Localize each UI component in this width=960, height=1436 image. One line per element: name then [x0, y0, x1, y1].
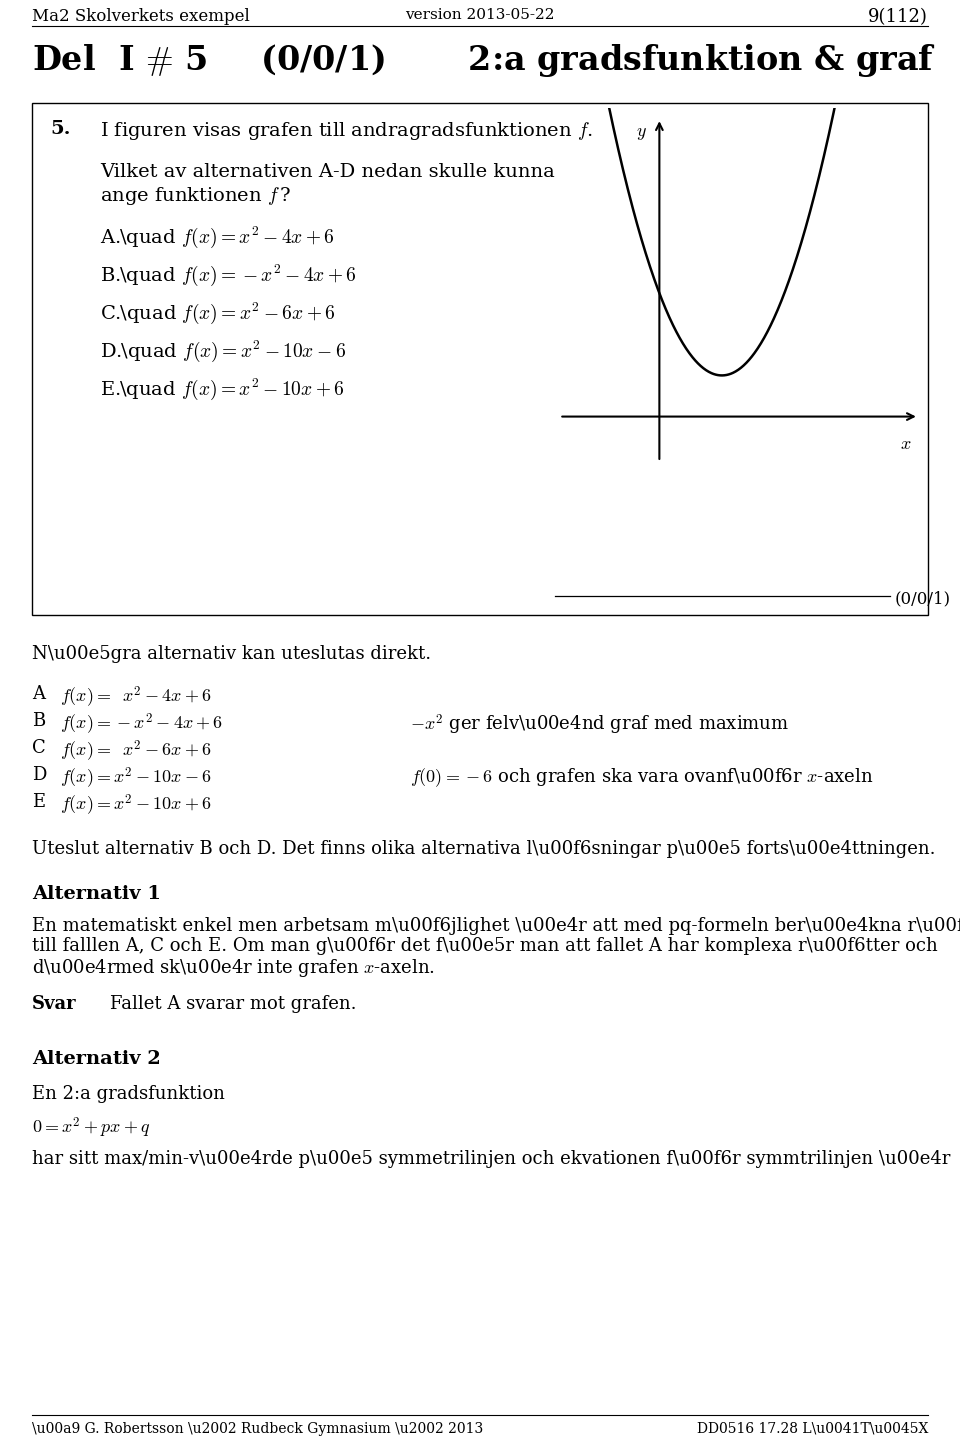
Text: B: B	[32, 712, 45, 729]
Text: (0/0/1): (0/0/1)	[895, 590, 951, 607]
Text: $f(x)=\;\; x^2 - 6x + 6$: $f(x)=\;\; x^2 - 6x + 6$	[60, 740, 211, 764]
Text: $f(0) = -6$ och grafen ska vara ovanf\u00f6r $x$-axeln: $f(0) = -6$ och grafen ska vara ovanf\u0…	[410, 765, 874, 788]
Text: C.\quad $f(x) = x^2 - 6x + 6$: C.\quad $f(x) = x^2 - 6x + 6$	[100, 302, 336, 326]
Text: version 2013-05-22: version 2013-05-22	[405, 9, 555, 22]
Text: $y$: $y$	[636, 125, 647, 142]
Text: till falllen A, C och E. Om man g\u00f6r det f\u00e5r man att fallet A har kompl: till falllen A, C och E. Om man g\u00f6r…	[32, 938, 938, 955]
Text: B.\quad $f(x) = -x^2 - 4x + 6$: B.\quad $f(x) = -x^2 - 4x + 6$	[100, 263, 357, 289]
Text: $f(x)=\;\; x^2 - 4x + 6$: $f(x)=\;\; x^2 - 4x + 6$	[60, 685, 211, 711]
Text: $f(x)=-x^2 - 4x + 6$: $f(x)=-x^2 - 4x + 6$	[60, 712, 223, 737]
Text: $x$: $x$	[900, 435, 912, 454]
Text: Del  I $\#$ 5 $\quad$ (0/0/1) $\qquad$ 2:a gradsfunktion & graf: Del I $\#$ 5 $\quad$ (0/0/1) $\qquad$ 2:…	[32, 42, 936, 79]
Text: C: C	[32, 740, 46, 757]
Text: En 2:a gradsfunktion: En 2:a gradsfunktion	[32, 1086, 225, 1103]
Text: A.\quad $f(x) = x^2 - 4x + 6$: A.\quad $f(x) = x^2 - 4x + 6$	[100, 225, 335, 250]
Bar	[32, 103, 928, 615]
Text: Alternativ 1: Alternativ 1	[32, 885, 161, 903]
Text: 9(112): 9(112)	[868, 9, 928, 26]
Text: Alternativ 2: Alternativ 2	[32, 1050, 160, 1068]
Text: ange funktionen $f\,$?: ange funktionen $f\,$?	[100, 185, 291, 207]
Text: 5.: 5.	[50, 121, 70, 138]
Text: E: E	[32, 793, 45, 811]
Text: Fallet A svarar mot grafen.: Fallet A svarar mot grafen.	[110, 995, 356, 1012]
Text: En matematiskt enkel men arbetsam m\u00f6jlighet \u00e4r att med pq-formeln ber\: En matematiskt enkel men arbetsam m\u00f…	[32, 918, 960, 935]
Text: E.\quad $f(x) = x^2 - 10x + 6$: E.\quad $f(x) = x^2 - 10x + 6$	[100, 378, 345, 402]
Text: Ma2 Skolverkets exempel: Ma2 Skolverkets exempel	[32, 9, 250, 24]
Text: $f(x)= x^2 - 10x - 6$: $f(x)= x^2 - 10x - 6$	[60, 765, 212, 791]
Text: Vilket av alternativen A-D nedan skulle kunna: Vilket av alternativen A-D nedan skulle …	[100, 164, 555, 181]
Text: DD0516 17.28 L\u0041T\u0045X: DD0516 17.28 L\u0041T\u0045X	[697, 1422, 928, 1436]
Text: har sitt max/min-v\u00e4rde p\u00e5 symmetrilinjen och ekvationen f\u00f6r symmt: har sitt max/min-v\u00e4rde p\u00e5 symm…	[32, 1150, 950, 1167]
Text: D.\quad $f(x) = x^2 - 10x - 6$: D.\quad $f(x) = x^2 - 10x - 6$	[100, 339, 346, 365]
Text: $f(x)= x^2 - 10x + 6$: $f(x)= x^2 - 10x + 6$	[60, 793, 212, 819]
Text: D: D	[32, 765, 46, 784]
Text: \u00a9 G. Robertsson \u2002 Rudbeck Gymnasium \u2002 2013: \u00a9 G. Robertsson \u2002 Rudbeck Gymn…	[32, 1422, 483, 1436]
Text: Svar: Svar	[32, 995, 77, 1012]
Text: $-x^2$ ger felv\u00e4nd graf med maximum: $-x^2$ ger felv\u00e4nd graf med maximum	[410, 712, 789, 737]
Text: A: A	[32, 685, 45, 704]
Text: I figuren visas grafen till andragradsfunktionen $f$.: I figuren visas grafen till andragradsfu…	[100, 121, 593, 142]
Text: N\u00e5gra alternativ kan uteslutas direkt.: N\u00e5gra alternativ kan uteslutas dire…	[32, 645, 431, 663]
Text: Uteslut alternativ B och D. Det finns olika alternativa l\u00f6sningar p\u00e5 f: Uteslut alternativ B och D. Det finns ol…	[32, 840, 935, 857]
Text: $0 = x^2 + px + q$: $0 = x^2 + px + q$	[32, 1114, 151, 1140]
Text: d\u00e4rmed sk\u00e4r inte grafen $x$-axeln.: d\u00e4rmed sk\u00e4r inte grafen $x$-ax…	[32, 956, 435, 979]
